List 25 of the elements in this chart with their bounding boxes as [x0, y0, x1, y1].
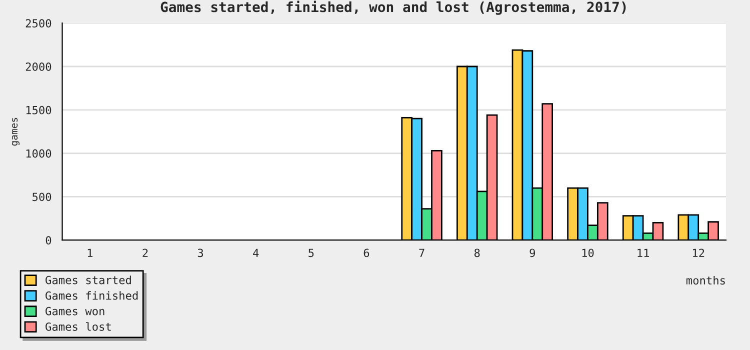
y-axis-title: games — [12, 118, 20, 146]
y-tick-label: 2500 — [26, 19, 52, 28]
y-tick-label: 1000 — [26, 149, 52, 158]
x-tick-label: 2 — [142, 248, 148, 257]
x-tick-label: 12 — [692, 248, 704, 257]
y-tick-label: 0 — [46, 236, 52, 245]
x-tick-label: 8 — [474, 248, 480, 258]
x-tick-label: 10 — [582, 248, 594, 258]
y-tick-label: 2000 — [26, 62, 52, 71]
x-tick-label: 7 — [419, 248, 424, 257]
x-tick-label: 5 — [308, 248, 314, 258]
y-tick-label: 500 — [32, 192, 52, 202]
x-tick-label: 1 — [88, 248, 92, 257]
x-tick-label: 6 — [364, 248, 370, 258]
legend-label: Games won — [46, 306, 104, 316]
x-tick-label: 11 — [638, 248, 649, 257]
x-tick-label: 3 — [198, 248, 204, 258]
legend-label: Games finished — [46, 291, 138, 300]
y-tick-label: 1500 — [26, 106, 52, 114]
x-tick-label: 9 — [530, 248, 535, 258]
legend-label: Games lost — [46, 322, 111, 331]
legend-label: Games started — [46, 276, 131, 284]
x-tick-label: 4 — [253, 248, 259, 257]
x-axis-title: months — [686, 276, 725, 285]
chart-title: Games started, finished, won and lost (Agrostemma, 2017) — [160, 0, 626, 15]
